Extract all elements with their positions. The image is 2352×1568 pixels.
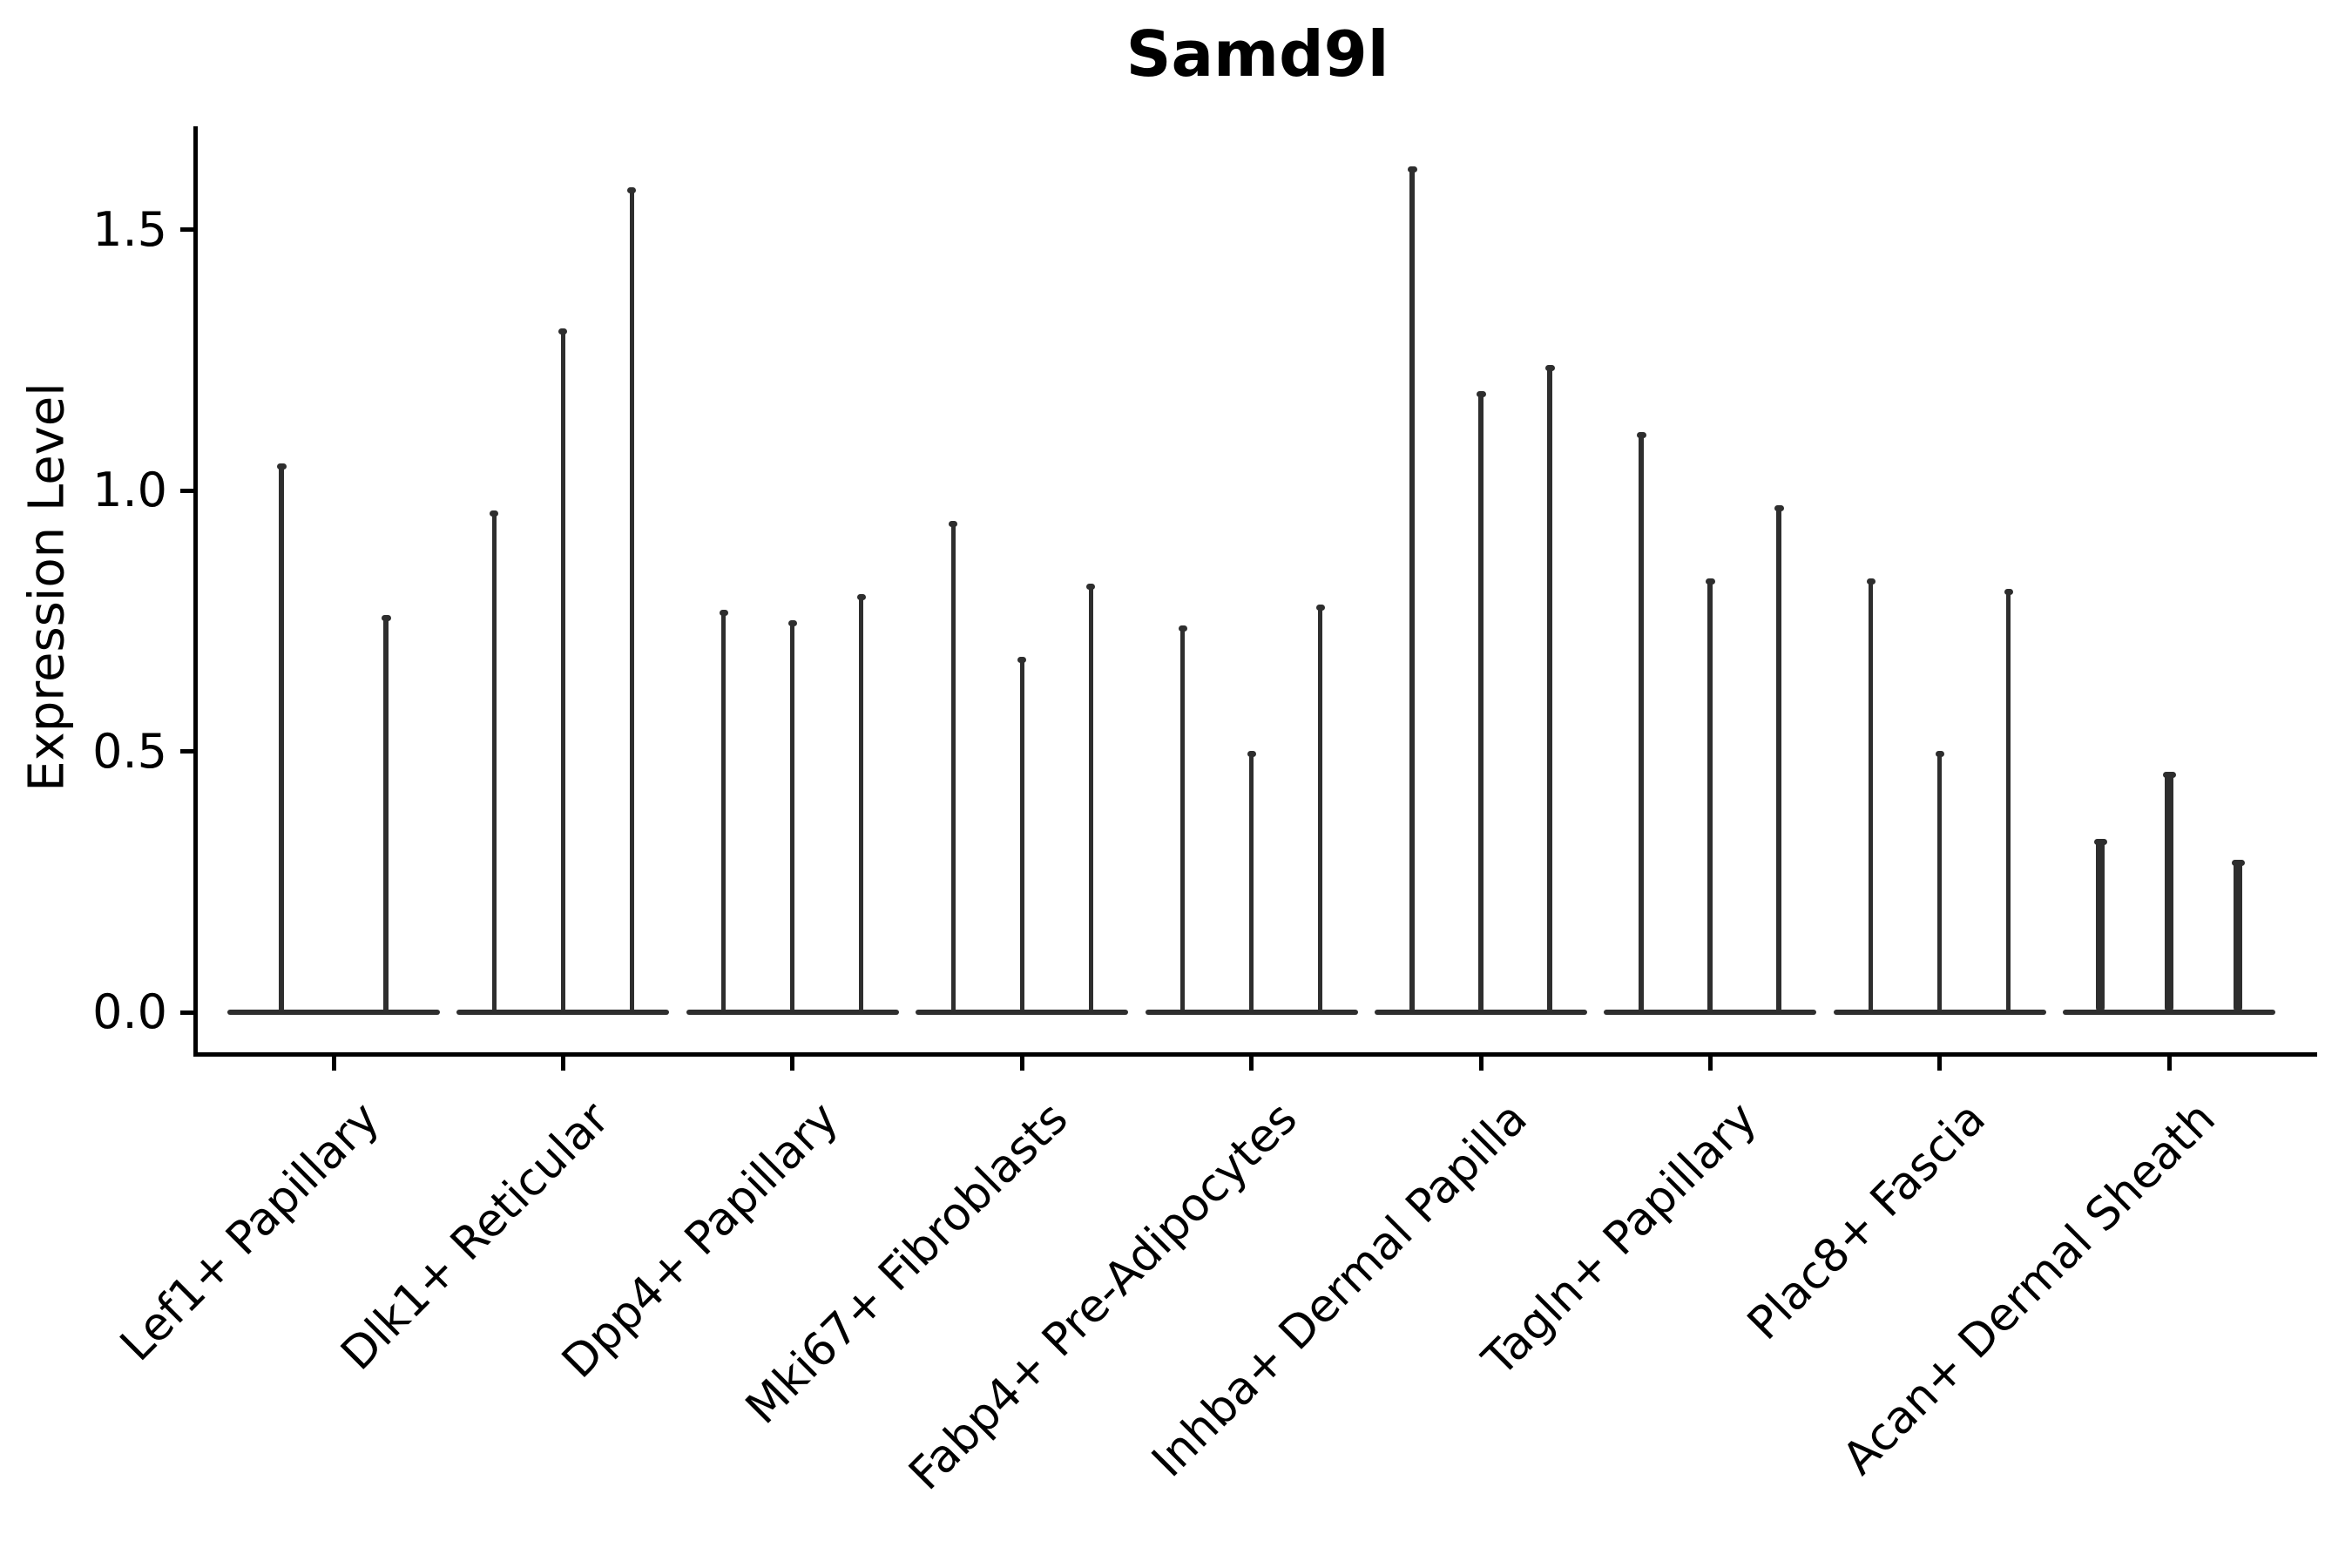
violin xyxy=(2006,590,2011,1012)
x-tick-label: Plac8+ Fascia xyxy=(1738,1092,1997,1350)
violin xyxy=(629,188,634,1012)
violin-baseline xyxy=(686,1010,899,1015)
violin-baseline xyxy=(1375,1010,1587,1015)
violin-baseline xyxy=(227,1010,440,1015)
violin xyxy=(1478,391,1484,1012)
violin-peak-cap xyxy=(1017,656,1027,663)
violin xyxy=(1318,605,1323,1012)
violin-peak-cap xyxy=(558,328,568,335)
violin xyxy=(1019,657,1024,1012)
x-tick xyxy=(1937,1057,1943,1071)
violin-baseline xyxy=(1145,1010,1358,1015)
violin-peak-cap xyxy=(1935,750,1944,757)
x-tick xyxy=(560,1057,565,1071)
violin-peak-cap xyxy=(2093,839,2107,846)
x-tick xyxy=(1249,1057,1254,1071)
violin-peak-cap xyxy=(1774,505,1784,512)
violin xyxy=(491,511,497,1012)
violin xyxy=(1707,579,1713,1012)
violin-peak-cap xyxy=(1247,750,1256,757)
x-tick xyxy=(331,1057,336,1071)
violin xyxy=(2165,772,2174,1012)
violin xyxy=(1547,365,1552,1012)
violin-peak-cap xyxy=(719,610,728,616)
y-tick-label: 1.0 xyxy=(92,463,167,518)
violin xyxy=(950,522,956,1012)
x-tick-label: Acan+ Dermal Sheath xyxy=(1832,1092,2226,1485)
x-tick-label: Inhba+ Dermal Papilla xyxy=(1141,1092,1538,1488)
x-tick xyxy=(1019,1057,1024,1071)
x-tick xyxy=(790,1057,795,1071)
violin-peak-cap xyxy=(949,521,958,528)
x-axis-spine xyxy=(193,1052,2317,1057)
violin-peak-cap xyxy=(1476,390,1486,397)
violin-baseline xyxy=(456,1010,670,1015)
violin-peak-cap xyxy=(2162,771,2176,778)
violin-peak-cap xyxy=(1636,432,1646,439)
violin-peak-cap xyxy=(276,463,287,470)
violin-peak-cap xyxy=(856,594,866,601)
violin xyxy=(859,595,864,1012)
y-tick xyxy=(180,749,193,754)
violin-peak-cap xyxy=(787,619,797,626)
violin-peak-cap xyxy=(627,187,637,194)
violin-peak-cap xyxy=(1086,584,1096,591)
violin xyxy=(1869,579,1874,1012)
violin-peak-cap xyxy=(490,510,499,517)
violin xyxy=(1776,506,1782,1012)
violin xyxy=(279,464,284,1012)
x-tick-label: Fabp4+ Pre-Adipocytes xyxy=(899,1092,1308,1501)
violin xyxy=(1249,751,1254,1012)
chart-title: Samd9l xyxy=(1125,17,1389,91)
violin xyxy=(1937,751,1943,1012)
violin-peak-cap xyxy=(1315,605,1325,611)
violin xyxy=(560,328,565,1012)
violin-peak-cap xyxy=(1178,625,1187,632)
x-tick xyxy=(1707,1057,1713,1071)
violin xyxy=(383,615,389,1012)
violin xyxy=(721,611,727,1012)
violin xyxy=(2096,840,2105,1012)
violin-peak-cap xyxy=(2231,860,2245,867)
y-tick xyxy=(180,488,193,493)
violin-baseline xyxy=(2063,1010,2276,1015)
y-tick-label: 0.5 xyxy=(92,723,167,779)
y-axis-spine xyxy=(193,126,198,1057)
violin-baseline xyxy=(916,1010,1129,1015)
violin-peak-cap xyxy=(2004,589,2013,596)
y-tick-label: 0.0 xyxy=(92,984,167,1039)
violin xyxy=(1409,167,1415,1012)
violin-peak-cap xyxy=(1866,578,1876,585)
violin-baseline xyxy=(1604,1010,1817,1015)
x-tick xyxy=(2166,1057,2172,1071)
x-tick xyxy=(1478,1057,1484,1071)
y-tick xyxy=(180,1010,193,1015)
y-tick-label: 1.5 xyxy=(92,201,167,257)
violin-baseline xyxy=(1833,1010,2046,1015)
violin xyxy=(1639,433,1645,1012)
violin-peak-cap xyxy=(381,614,391,621)
violin xyxy=(790,620,795,1012)
violin-peak-cap xyxy=(1544,364,1555,371)
y-tick xyxy=(180,227,193,233)
violin xyxy=(2234,861,2243,1012)
violin-peak-cap xyxy=(1705,578,1715,585)
violin xyxy=(1180,625,1186,1012)
violin-peak-cap xyxy=(1407,166,1417,173)
violin xyxy=(1088,585,1093,1012)
